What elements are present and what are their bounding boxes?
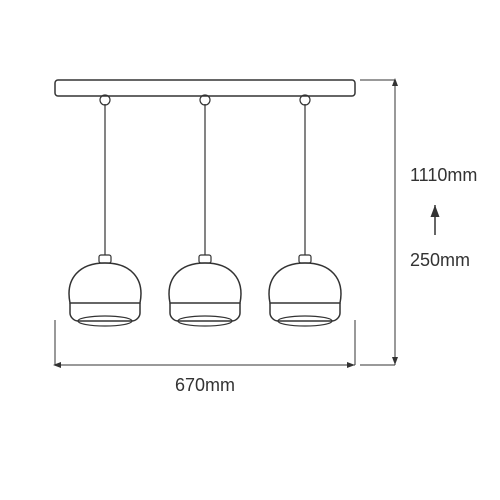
diagram-container: 670mm 1110mm 250mm xyxy=(0,0,500,500)
height-max-dimension-label: 1110mm xyxy=(410,165,477,186)
height-min-dimension-label: 250mm xyxy=(410,250,470,271)
width-dimension-label: 670mm xyxy=(175,375,235,396)
